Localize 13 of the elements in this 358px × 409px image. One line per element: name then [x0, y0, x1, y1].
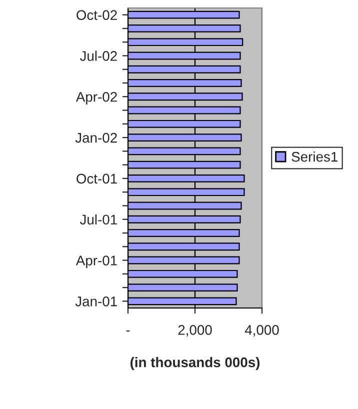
x-tick-label: 2,000	[178, 325, 212, 337]
y-tick-label: Jul-01	[80, 214, 117, 225]
legend-label: Series1	[292, 152, 338, 162]
y-tick-label: Jan-01	[75, 296, 117, 306]
y-tick-label: Oct-01	[76, 174, 117, 184]
y-tick-label: Oct-02	[76, 10, 117, 20]
x-tick-label: -	[126, 330, 130, 332]
x-axis-title: (in thousands 000s)	[130, 357, 260, 370]
y-tick-label: Jul-02	[80, 50, 117, 61]
y-tick-label: Jan-02	[75, 132, 117, 143]
y-tick-label: Apr-02	[76, 92, 117, 105]
x-tick-label: 4,000	[244, 325, 279, 337]
y-tick-label: Apr-01	[76, 256, 117, 268]
